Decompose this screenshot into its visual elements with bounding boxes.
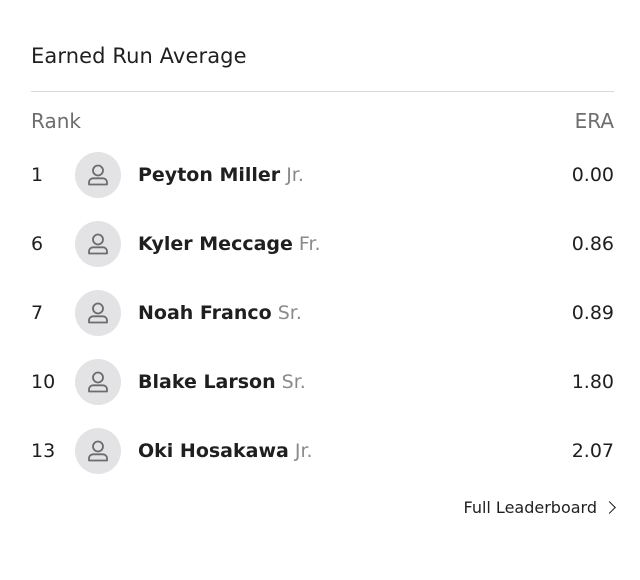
chevron-right-icon bbox=[603, 501, 616, 514]
title-divider bbox=[31, 91, 614, 92]
avatar bbox=[75, 427, 121, 474]
full-leaderboard-link[interactable]: Full Leaderboard bbox=[463, 498, 616, 517]
rank-column-header: Rank bbox=[31, 109, 81, 133]
person-icon bbox=[88, 164, 108, 185]
avatar bbox=[75, 358, 121, 405]
person-icon bbox=[88, 302, 108, 323]
leaderboard-list: 1 Peyton Miller Jr. 0.00 6 bbox=[31, 140, 614, 485]
player-class: Jr. bbox=[286, 163, 304, 186]
player-class: Jr. bbox=[294, 439, 313, 462]
player-rank: 6 bbox=[31, 232, 44, 255]
player-era: 2.07 bbox=[571, 439, 614, 462]
avatar bbox=[75, 220, 121, 267]
player-name[interactable]: Blake Larson bbox=[138, 370, 276, 393]
player-name-cell: Noah Franco Sr. bbox=[138, 302, 572, 324]
player-era: 1.80 bbox=[571, 370, 614, 393]
player-rank: 13 bbox=[31, 439, 56, 462]
player-name-cell: Blake Larson Sr. bbox=[138, 371, 572, 393]
person-icon bbox=[88, 440, 108, 461]
player-rank: 10 bbox=[31, 370, 56, 393]
player-class: Fr. bbox=[298, 232, 321, 255]
player-name[interactable]: Noah Franco bbox=[138, 301, 272, 324]
table-row[interactable]: 13 Oki Hosakawa Jr. 2.07 bbox=[31, 416, 614, 485]
player-class: Sr. bbox=[281, 370, 306, 393]
table-row[interactable]: 6 Kyler Meccage Fr. 0.86 bbox=[31, 209, 614, 278]
player-class: Sr. bbox=[277, 301, 302, 324]
era-column-header: ERA bbox=[574, 109, 614, 133]
player-name-cell: Peyton Miller Jr. bbox=[138, 164, 572, 186]
player-era: 0.89 bbox=[571, 301, 614, 324]
table-header: Rank ERA bbox=[31, 107, 614, 135]
player-name[interactable]: Kyler Meccage bbox=[138, 232, 293, 255]
player-era: 0.86 bbox=[571, 232, 614, 255]
player-name-cell: Kyler Meccage Fr. bbox=[138, 233, 572, 255]
full-leaderboard-label: Full Leaderboard bbox=[463, 498, 597, 517]
player-name[interactable]: Peyton Miller bbox=[138, 163, 281, 186]
table-row[interactable]: 1 Peyton Miller Jr. 0.00 bbox=[31, 140, 614, 209]
table-row[interactable]: 10 Blake Larson Sr. 1.80 bbox=[31, 347, 614, 416]
player-rank: 7 bbox=[31, 301, 44, 324]
player-name[interactable]: Oki Hosakawa bbox=[138, 439, 289, 462]
table-row[interactable]: 7 Noah Franco Sr. 0.89 bbox=[31, 278, 614, 347]
player-rank: 1 bbox=[31, 163, 44, 186]
avatar bbox=[75, 151, 121, 198]
player-name-cell: Oki Hosakawa Jr. bbox=[138, 440, 572, 462]
person-icon bbox=[88, 371, 108, 392]
player-era: 0.00 bbox=[571, 163, 614, 186]
avatar bbox=[75, 289, 121, 336]
person-icon bbox=[88, 233, 108, 254]
card-title: Earned Run Average bbox=[31, 44, 247, 68]
